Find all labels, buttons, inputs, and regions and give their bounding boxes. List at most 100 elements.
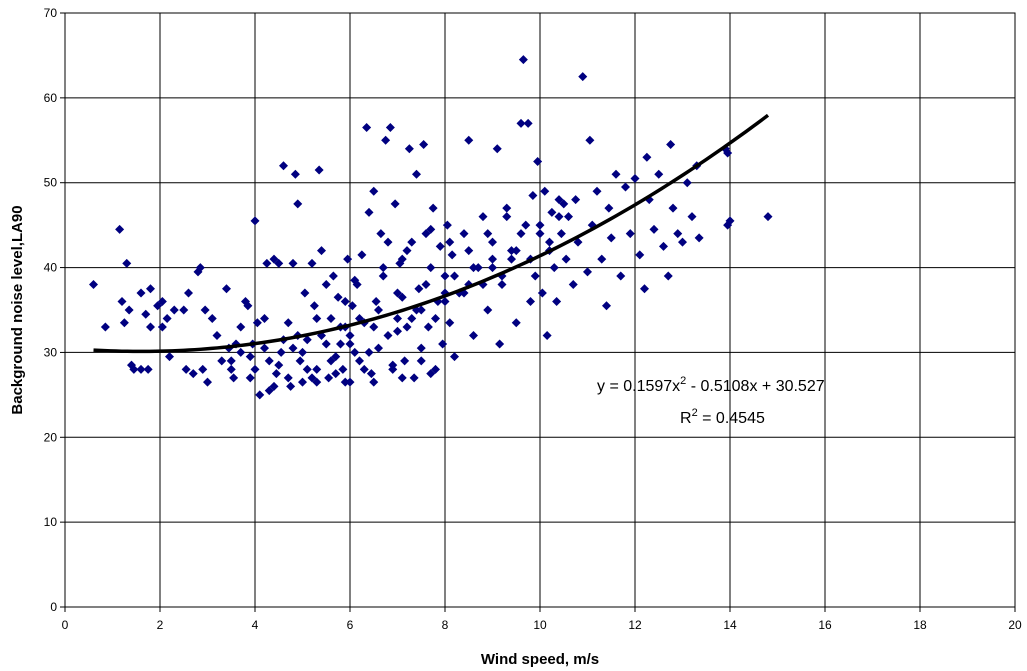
data-point: [293, 199, 303, 209]
data-point: [381, 135, 391, 145]
data-point: [450, 352, 459, 362]
data-point: [364, 207, 374, 217]
data-point: [516, 118, 526, 128]
x-tick-label: 0: [62, 618, 69, 632]
data-point: [369, 322, 379, 332]
data-point: [640, 284, 649, 294]
y-tick-label: 50: [44, 176, 58, 190]
data-point: [663, 271, 673, 281]
data-point: [666, 140, 676, 150]
data-point: [393, 326, 402, 336]
data-point: [547, 207, 557, 217]
data-point: [438, 339, 448, 349]
data-point: [568, 280, 578, 290]
data-point: [376, 229, 386, 239]
data-point: [340, 297, 350, 307]
data-point: [229, 373, 239, 383]
data-point: [274, 360, 284, 370]
data-point: [423, 322, 433, 332]
data-point: [279, 161, 288, 171]
data-point: [146, 322, 155, 332]
data-point: [226, 356, 236, 366]
data-point: [416, 343, 426, 353]
data-point: [687, 212, 697, 222]
data-point: [556, 229, 566, 239]
data-point: [388, 360, 398, 370]
data-point: [469, 330, 478, 340]
data-point: [421, 280, 431, 290]
data-point: [507, 246, 516, 256]
data-point: [250, 216, 260, 226]
data-point: [288, 258, 298, 268]
data-point: [578, 72, 588, 82]
data-point: [355, 356, 364, 366]
data-point: [537, 288, 547, 298]
data-point: [409, 373, 419, 383]
x-tick-label: 6: [347, 618, 354, 632]
data-point: [100, 322, 110, 332]
data-point: [478, 212, 488, 222]
data-point: [682, 178, 692, 188]
data-point: [312, 377, 322, 387]
data-point: [195, 263, 205, 273]
data-point: [426, 369, 436, 379]
data-point: [321, 339, 331, 349]
data-point: [350, 275, 360, 285]
data-point: [407, 313, 417, 323]
data-point: [119, 318, 129, 328]
data-point: [245, 352, 255, 362]
data-point: [276, 347, 286, 357]
data-point: [397, 254, 407, 264]
data-point: [184, 288, 193, 298]
data-point: [495, 339, 505, 349]
data-point: [535, 229, 545, 239]
data-point: [333, 292, 343, 302]
data-point: [488, 254, 497, 264]
data-point: [283, 373, 293, 383]
data-point: [271, 369, 281, 379]
data-point: [530, 271, 540, 281]
data-point: [89, 280, 98, 290]
data-point: [442, 220, 452, 230]
data-point: [416, 356, 426, 366]
data-point: [523, 118, 533, 128]
data-point: [383, 330, 393, 340]
data-point: [157, 297, 167, 307]
data-point: [262, 258, 272, 268]
data-point: [343, 254, 353, 264]
data-point: [200, 305, 210, 315]
data-point: [564, 212, 573, 222]
data-point: [290, 169, 300, 179]
data-point: [597, 254, 607, 264]
data-point: [331, 369, 341, 379]
x-tick-label: 18: [913, 618, 927, 632]
data-point: [243, 301, 253, 311]
data-point: [763, 212, 773, 222]
data-point: [347, 301, 357, 311]
data-point: [317, 246, 326, 256]
data-point: [573, 237, 583, 247]
data-point: [428, 203, 438, 213]
data-point: [374, 343, 383, 353]
data-point: [440, 271, 450, 281]
data-point: [146, 284, 155, 294]
data-point: [300, 288, 310, 298]
data-point: [340, 377, 350, 387]
data-point: [435, 241, 445, 251]
data-point: [369, 186, 379, 196]
data-point: [559, 199, 569, 209]
data-point: [723, 148, 733, 158]
data-point: [416, 305, 426, 315]
data-point: [345, 377, 355, 387]
data-point: [245, 373, 255, 383]
data-point: [157, 322, 167, 332]
data-point: [518, 55, 528, 65]
data-point: [540, 186, 550, 196]
data-point: [179, 305, 189, 315]
data-point: [511, 318, 521, 328]
data-point: [328, 271, 338, 281]
data-point: [630, 173, 640, 183]
data-point: [464, 246, 474, 256]
data-point: [198, 364, 208, 374]
